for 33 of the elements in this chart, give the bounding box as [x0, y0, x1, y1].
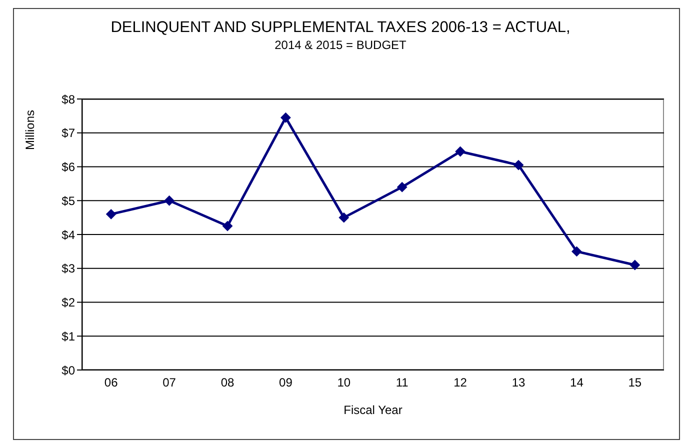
point [106, 209, 116, 220]
x-tick-label: 10 [337, 376, 351, 390]
y-tick-label: $3 [62, 262, 76, 276]
x-tick-label: 11 [396, 376, 409, 390]
x-tick-label: 15 [628, 376, 642, 390]
y-tick-label: $7 [62, 126, 76, 140]
point [338, 212, 349, 223]
y-tick-label: $6 [62, 160, 76, 174]
chart-title: DELINQUENT AND SUPPLEMENTAL TAXES 2006-13 = ACTUAL, [110, 19, 572, 37]
x-tick-label: 13 [512, 376, 526, 390]
point [222, 221, 232, 232]
y-tick-label: $8 [62, 92, 76, 106]
x-tick-label: 12 [454, 376, 468, 390]
x-tick-label: 09 [279, 376, 293, 390]
point [572, 246, 582, 256]
point [397, 182, 408, 192]
x-axis-title: Fiscal Year [342, 403, 404, 417]
y-tick-label: $5 [62, 194, 76, 208]
y-tick-label: $0 [62, 363, 76, 378]
x-tick-label: 07 [162, 376, 176, 390]
point [455, 146, 466, 157]
x-tick-label: 08 [220, 376, 234, 390]
point [280, 112, 291, 123]
y-tick-label: $4 [62, 228, 76, 242]
point [514, 160, 524, 170]
y-axis-title: Millions [23, 110, 37, 150]
x-tick-label: 06 [104, 376, 118, 390]
point [164, 196, 174, 206]
y-tick-label: $2 [62, 296, 76, 310]
chart-subtitle: 2014 & 2015 = BUDGET [274, 38, 408, 52]
point [630, 260, 640, 270]
x-tick-label: 14 [570, 376, 584, 390]
y-tick-label: $1 [62, 329, 76, 344]
